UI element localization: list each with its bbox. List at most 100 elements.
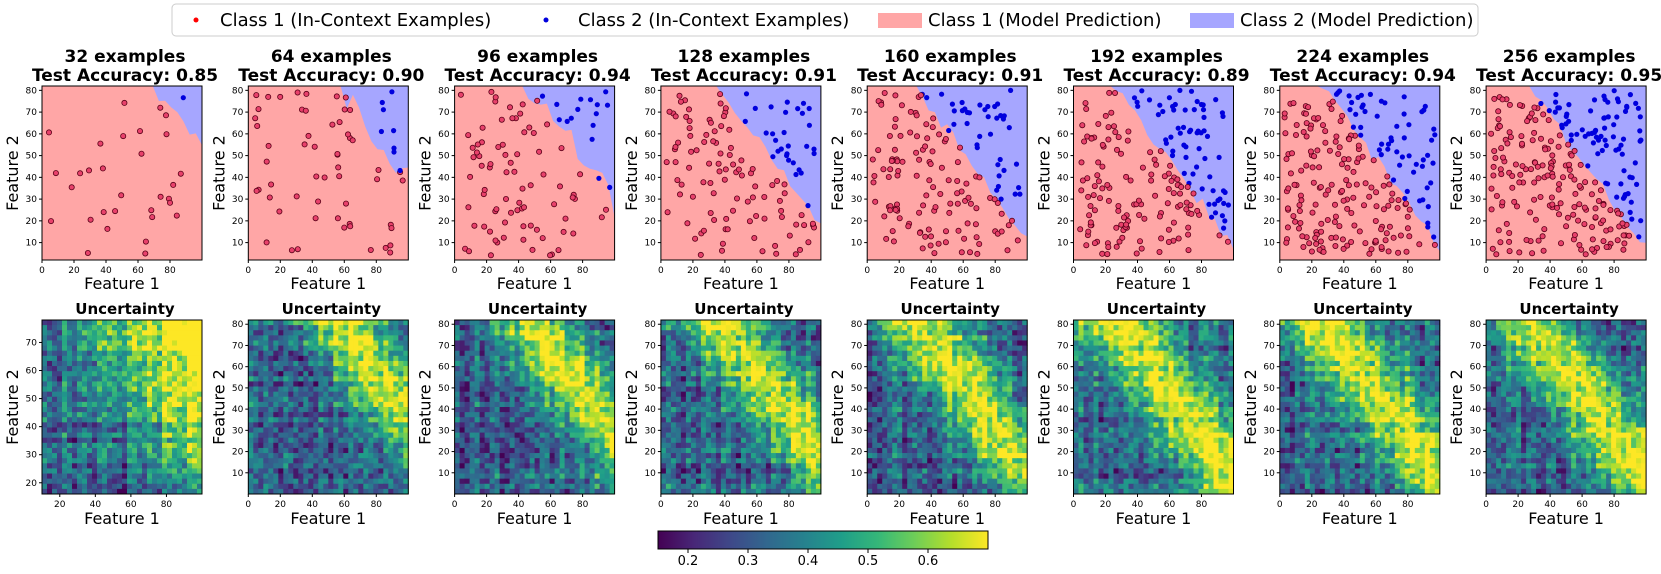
heatmap-cell [77,330,82,336]
heatmap-cell [515,376,520,382]
heatmap-cell [52,320,57,326]
heatmap-cell [470,351,475,357]
heatmap-cell [328,397,333,403]
heatmap-cell [776,417,781,423]
heatmap-cell [152,387,157,393]
heatmap-cell [368,458,373,464]
class1-point [264,240,269,245]
heatmap-cell [761,422,766,428]
heatmap-cell [323,458,328,464]
heatmap-cell [52,417,57,423]
class1-point [707,161,712,166]
heatmap-cell [570,330,575,336]
heatmap-cell [137,453,142,459]
heatmap-cell [666,412,671,418]
heatmap-cell [500,335,505,341]
class1-point [716,161,721,166]
heatmap-cell [585,433,590,439]
heatmap-cell [545,397,550,403]
heatmap-cell [388,340,393,346]
heatmap-cell [182,335,187,341]
heatmap-cell [82,346,87,352]
heatmap-cell [67,479,72,485]
heatmap-cell [605,443,610,449]
heatmap-cell [358,351,363,357]
panel-title-accuracy: Test Accuracy: 0.94 [445,66,631,86]
heatmap-cell [560,479,565,485]
class1-point [521,224,526,229]
heatmap-cell [520,346,525,352]
heatmap-cell [293,427,298,433]
heatmap-cell [555,381,560,387]
class2-point [795,106,800,111]
heatmap-cell [510,458,515,464]
heatmap-cell [192,438,197,444]
heatmap-cell [358,320,363,326]
heatmap-cell [801,397,806,403]
heatmap-cell [766,397,771,403]
heatmap-cell [711,458,716,464]
heatmap-cell [580,335,585,341]
heatmap-cell [731,346,736,352]
heatmap-cell [485,392,490,398]
class1-point [563,216,568,221]
heatmap-cell [343,463,348,469]
heatmap-cell [92,443,97,449]
heatmap-cell [480,458,485,464]
heatmap-cell [545,320,550,326]
heatmap-cell [42,427,47,433]
heatmap-cell [187,474,192,480]
heatmap-cell [268,433,273,439]
class1-point [520,102,525,107]
heatmap-cell [555,361,560,367]
class1-point [493,95,498,100]
heatmap-cell [72,351,77,357]
heatmap-cell [363,361,368,367]
heatmap-cell [590,412,595,418]
heatmap-cell [470,453,475,459]
heatmap-cell [102,412,107,418]
heatmap-cell [585,387,590,393]
heatmap-cell [248,376,253,382]
heatmap-cell [147,417,152,423]
heatmap-cell [293,356,298,362]
heatmap-cell [590,438,595,444]
heatmap-cell [761,340,766,346]
heatmap-cell [87,427,92,433]
heatmap-cell [333,407,338,413]
heatmap-cell [811,346,816,352]
x-tick-label: 0 [658,500,664,510]
heatmap-cell [147,427,152,433]
heatmap-cell [388,376,393,382]
heatmap-cell [353,330,358,336]
class1-point [508,160,513,165]
heatmap-cell [741,340,746,346]
heatmap-cell [167,417,172,423]
heatmap-cell [157,443,162,449]
heatmap-cell [187,387,192,393]
heatmap-cell [736,376,741,382]
heatmap-cell [731,448,736,454]
heatmap-cell [465,438,470,444]
heatmap-cell [258,351,263,357]
heatmap-cell [398,356,403,362]
heatmap-cell [373,402,378,408]
heatmap-cell [258,335,263,341]
heatmap-cell [686,412,691,418]
heatmap-cell [127,381,132,387]
heatmap-cell [137,438,142,444]
heatmap-cell [42,479,47,485]
heatmap-cell [600,468,605,474]
heatmap-cell [177,330,182,336]
heatmap-cell [545,468,550,474]
heatmap-cell [293,453,298,459]
heatmap-cell [465,325,470,331]
heatmap-cell [388,320,393,326]
class1-point [494,207,499,212]
heatmap-cell [278,387,283,393]
heatmap-cell [781,407,786,413]
heatmap-cell [696,407,701,413]
heatmap-cell [510,402,515,408]
heatmap-cell [87,320,92,326]
heatmap-cell [338,330,343,336]
